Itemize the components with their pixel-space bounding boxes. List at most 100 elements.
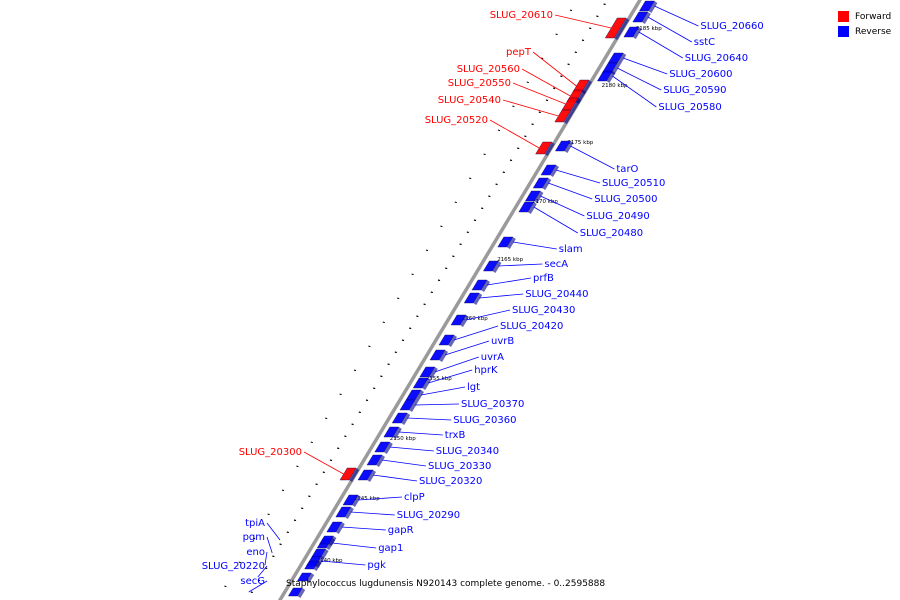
legend-reverse: Reverse [838,24,891,39]
tick-label: 2160 kbp [462,316,488,322]
reverse-gene-label-left: secG [240,576,265,587]
sequence-marker-dot [469,177,472,180]
reverse-gene-label: sstC [694,37,715,48]
forward-marker-dot [502,171,505,174]
reverse-gene-label-leader [341,526,386,531]
reverse-gene-label-leader [512,241,557,250]
legend-reverse-label: Reverse [855,26,892,37]
legend: Forward Reverse [838,9,891,39]
reverse-gene-block-shade [542,178,552,190]
forward-gene-label-leader [512,82,566,105]
sequence-marker-dot [425,249,429,252]
forward-gene-block-shade [563,110,574,124]
reverse-gene-block-shade [527,202,537,214]
reverse-gene-label: SLUG_20360 [453,415,516,426]
reverse-gene-label: trxB [445,430,466,441]
reverse-gene-block-shade [376,455,385,467]
forward-marker-dot [481,207,484,210]
sequence-marker-dot [238,561,241,564]
forward-marker-dot [524,135,527,138]
forward-marker-dot [466,231,469,234]
forward-marker-dot [423,303,426,306]
reverse-gene-label-leader [617,67,662,91]
forward-gene-label: SLUG_20550 [448,78,511,89]
sequence-marker-dot [296,465,299,468]
reverse-gene-block-shade [392,427,402,439]
reverse-gene-label-left-leader [257,565,268,578]
forward-marker-dot [365,399,369,402]
reverse-gene-label-leader [372,474,418,482]
reverse-gene-label-leader [533,206,579,234]
tick-label: 2180 kbp [602,83,628,89]
sequence-marker-dot [483,153,486,156]
reverse-gene-label: slam [559,244,583,255]
forward-marker-dot [344,435,347,438]
reverse-gene-label: SLUG_20440 [525,289,588,300]
reverse-gene-label: pgk [367,560,386,571]
forward-marker-dot [351,423,354,426]
reverse-gene-block-shade [344,507,354,519]
reverse-gene-label-leader [428,369,473,384]
reverse-gene-block-shade [335,522,345,534]
reverse-gene-label-leader [414,403,460,406]
reverse-gene-label: prfB [533,273,554,284]
reverse-gene-label: SLUG_20490 [586,211,649,222]
reverse-gene-block-shade [481,280,490,292]
forward-gene-label: SLUG_20560 [457,64,520,75]
sequence-marker-dot [497,129,501,132]
reverse-gene-block-shade [439,350,448,362]
forward-gene-label-leader [521,68,571,97]
reverse-gene-label-leader [570,145,615,170]
reverse-gene-block-shade [415,390,424,402]
reverse-gene-block-shade [383,442,393,454]
forward-marker-dot [301,507,304,510]
forward-marker-dot [358,411,361,414]
forward-marker-dot [293,519,297,522]
sequence-marker-dot [526,81,529,84]
forward-gene-label: SLUG_20610 [490,10,553,21]
reverse-gene-label-leader [398,431,443,436]
forward-gene-block-shade [349,468,360,482]
forward-marker-dot [430,291,433,294]
reverse-gene-label-left-leader [248,580,268,593]
reverse-gene-label: SLUG_20430 [512,305,575,316]
forward-marker-dot [488,195,491,198]
reverse-gene-label-leader [498,263,543,267]
forward-gene-label-leader [489,119,540,149]
forward-marker-dot [459,243,462,246]
reverse-gene-block-shade [492,261,502,273]
forward-marker-dot [596,15,599,18]
forward-gene-label: SLUG_20540 [438,95,501,106]
genome-title: Staphylococcus lugdunensis N920143 compl… [286,579,606,589]
tick-label: 2185 kbp [636,26,662,32]
reverse-gene-block-shade [401,413,411,425]
sequence-marker-dot [253,537,256,540]
forward-marker-dot [337,447,340,450]
forward-marker-dot [560,75,563,78]
reverse-gene-label-left-leader [266,522,281,541]
reverse-gene-label-left: eno [246,547,265,558]
forward-marker-dot [409,327,412,330]
reverse-gene-block-shade [328,536,337,546]
forward-marker-dot [589,27,592,30]
forward-marker-dot [545,99,549,102]
reverse-gene-label-leader [332,542,377,549]
reverse-gene-block-shade [534,191,544,203]
reverse-gene-label-leader [654,5,699,27]
reverse-gene-label-leader [389,446,434,452]
reverse-gene-block-shade [506,237,516,249]
sequence-marker-dot [397,297,400,300]
reverse-gene-label: SLUG_20480 [580,228,643,239]
forward-gene-label-leader [554,14,612,29]
tick-label: 2155 kbp [426,376,452,382]
forward-marker-dot [603,3,606,6]
reverse-gene-label: tarO [616,164,638,175]
forward-marker-dot [517,147,520,150]
sequence-marker-dot [267,513,270,516]
reverse-gene-label-leader [381,459,427,467]
forward-marker-dot [416,315,419,318]
reverse-gene-label-leader [486,277,532,286]
reverse-gene-label: clpP [404,492,425,503]
reverse-gene-label: uvrA [481,352,504,363]
